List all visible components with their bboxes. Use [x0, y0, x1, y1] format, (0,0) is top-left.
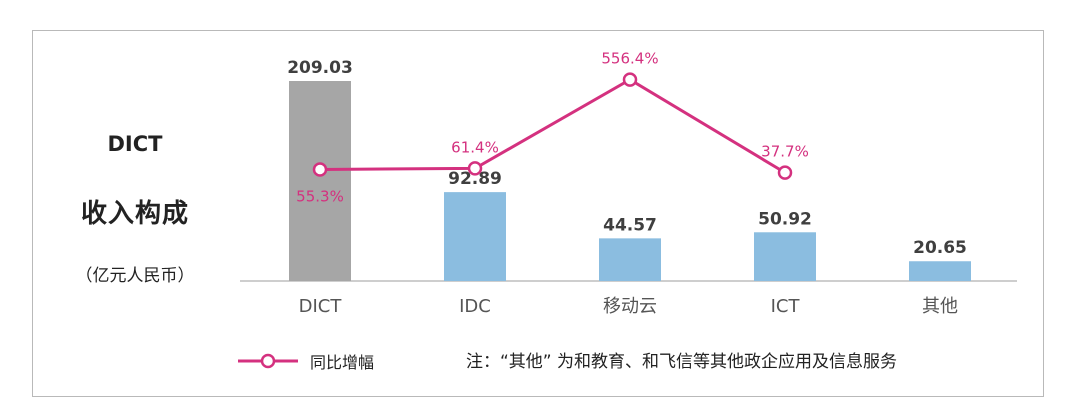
legend-label: 同比增幅 [310, 353, 375, 372]
bar-3 [754, 232, 816, 281]
bar-value-label-2: 44.57 [603, 215, 657, 235]
growth-point-1 [467, 161, 483, 176]
bar-4 [909, 261, 971, 281]
legend-line-marker-icon [238, 353, 298, 369]
bar-2 [599, 238, 661, 281]
panel-title-line2: 收入构成 [80, 199, 189, 229]
bar-value-label-4: 20.65 [913, 238, 967, 258]
category-label-4: 其他 [922, 296, 958, 317]
bar-value-label-3: 50.92 [758, 209, 812, 229]
category-label-2: 移动云 [603, 296, 657, 317]
bar-0 [289, 81, 351, 281]
bar-value-label-1: 92.89 [448, 169, 502, 189]
bar-1 [444, 192, 506, 281]
category-label-1: IDC [459, 296, 491, 317]
growth-point-2 [622, 72, 638, 87]
growth-label-0: 55.3% [296, 187, 344, 205]
panel-unit: （亿元人民币） [75, 266, 195, 286]
growth-line [319, 77, 786, 174]
growth-point-0 [312, 162, 328, 177]
growth-label-1: 61.4% [451, 138, 499, 156]
legend: 同比增幅 [238, 349, 374, 373]
category-label-0: DICT [299, 296, 343, 317]
footnote: 注：“其他” 为和教育、和飞信等其他政企应用及信息服务 [466, 352, 898, 372]
chart-frame [32, 30, 1044, 397]
category-label-3: ICT [771, 296, 801, 317]
growth-point-3 [777, 165, 793, 180]
growth-label-2: 556.4% [601, 50, 658, 68]
bar-value-label-0: 209.03 [287, 58, 353, 78]
growth-label-3: 37.7% [761, 143, 809, 161]
panel-title-line1: DICT [107, 132, 163, 156]
